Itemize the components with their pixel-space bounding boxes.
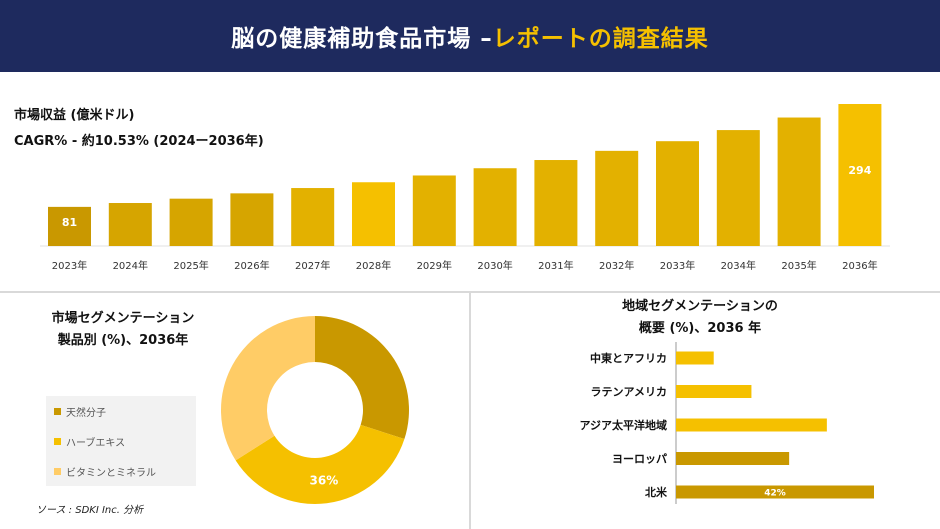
legend-swatch-herbal xyxy=(54,437,61,445)
product-donut-chart: 36% xyxy=(221,316,409,504)
legend-label: ビタミンとミネラル xyxy=(66,467,156,479)
bar-data-label-0: 81 xyxy=(62,216,77,229)
bar-2 xyxy=(169,198,213,246)
section-divider-vertical xyxy=(469,293,471,529)
legend-item-herbal-extracts: ハーブエキス xyxy=(46,426,196,456)
bar-8 xyxy=(534,160,578,246)
region-label-3: ヨーロッパ xyxy=(612,453,667,466)
region-segment-title-line1: 地域セグメンテーションの xyxy=(622,299,778,314)
bar-1 xyxy=(108,203,152,246)
donut-slice-2 xyxy=(221,316,315,461)
legend-item-vitamins-minerals: ビタミンとミネラル xyxy=(46,456,196,486)
product-segment-title: 市場セグメンテーション 製品別 (%)、2036年 xyxy=(28,308,218,352)
legend-swatch-natural xyxy=(54,407,61,415)
x-tick-label-0: 2023年 xyxy=(52,259,87,272)
title-main: 脳の健康補助食品市場 – xyxy=(231,26,493,52)
section-divider-horizontal xyxy=(0,291,940,293)
bar-4 xyxy=(291,188,335,246)
region-label-4: 北米 xyxy=(645,485,668,499)
region-label-1: ラテンアメリカ xyxy=(591,386,667,399)
legend-swatch-vitamins xyxy=(54,467,61,475)
bar-3 xyxy=(230,193,274,246)
bar-11 xyxy=(716,130,760,246)
revenue-label: 市場収益 (億米ドル) xyxy=(14,108,135,123)
bar-6 xyxy=(412,175,456,246)
bar-9 xyxy=(595,150,639,246)
donut-slice-1 xyxy=(235,424,405,504)
product-segment-title-line1: 市場セグメンテーション xyxy=(51,311,195,326)
region-bar-3 xyxy=(676,452,790,465)
cagr-label: CAGR% - 約10.53% (2024ー2036年) xyxy=(14,134,264,149)
x-tick-label-1: 2024年 xyxy=(113,259,148,272)
bar-10 xyxy=(656,141,699,246)
bar-5 xyxy=(352,182,395,246)
region-bar-1 xyxy=(676,385,752,398)
x-tick-label-13: 2036年 xyxy=(842,259,877,272)
region-bar-2 xyxy=(676,418,827,432)
bar-12 xyxy=(777,117,821,247)
x-tick-label-11: 2034年 xyxy=(721,259,756,272)
region-label-0: 中東とアフリカ xyxy=(590,351,667,365)
revenue-bar-chart: 2023年 81 2024年 2025年 2026年 2027年 2028年 2029年 203… xyxy=(40,104,890,272)
region-segment-title: 地域セグメンテーションの 概要 (%)、2036 年 xyxy=(575,296,825,340)
product-legend: 天然分子 ハーブエキス ビタミンとミネラル xyxy=(46,396,196,486)
donut-data-label-1: 36% xyxy=(310,473,339,487)
x-tick-label-9: 2032年 xyxy=(599,259,634,272)
x-tick-label-2: 2025年 xyxy=(173,259,208,272)
title-accent: レポートの調査結果 xyxy=(492,26,709,52)
region-bar-4 xyxy=(676,485,874,499)
region-label-2: アジア太平洋地域 xyxy=(579,418,667,432)
donut-slice-0 xyxy=(315,316,409,440)
region-data-label-4: 42% xyxy=(764,489,786,499)
source-note: ソース : SDKI Inc. 分析 xyxy=(36,505,144,516)
x-tick-label-8: 2031年 xyxy=(538,259,573,272)
x-tick-label-12: 2035年 xyxy=(781,259,816,272)
region-segment-title-line2: 概要 (%)、2036 年 xyxy=(638,321,762,336)
legend-item-natural-molecules: 天然分子 xyxy=(46,396,196,426)
x-tick-label-5: 2028年 xyxy=(356,259,391,272)
legend-label: 天然分子 xyxy=(66,407,106,419)
x-tick-label-7: 2030年 xyxy=(477,259,512,272)
legend-label: ハーブエキス xyxy=(66,437,126,449)
product-segment-title-line2: 製品別 (%)、2036年 xyxy=(57,333,189,348)
bar-13 xyxy=(838,104,882,246)
header-banner: 脳の健康補助食品市場 –レポートの調査結果 xyxy=(0,0,940,72)
bar-7 xyxy=(473,168,517,246)
x-tick-label-6: 2029年 xyxy=(417,259,452,272)
x-tick-label-10: 2033年 xyxy=(660,259,695,272)
x-tick-label-4: 2027年 xyxy=(295,259,330,272)
region-bar-0 xyxy=(676,351,714,365)
page-title: 脳の健康補助食品市場 –レポートの調査結果 xyxy=(231,19,709,53)
bar-0 xyxy=(48,206,91,246)
bar-data-label-13: 294 xyxy=(848,164,871,177)
x-tick-label-3: 2026年 xyxy=(234,259,269,272)
